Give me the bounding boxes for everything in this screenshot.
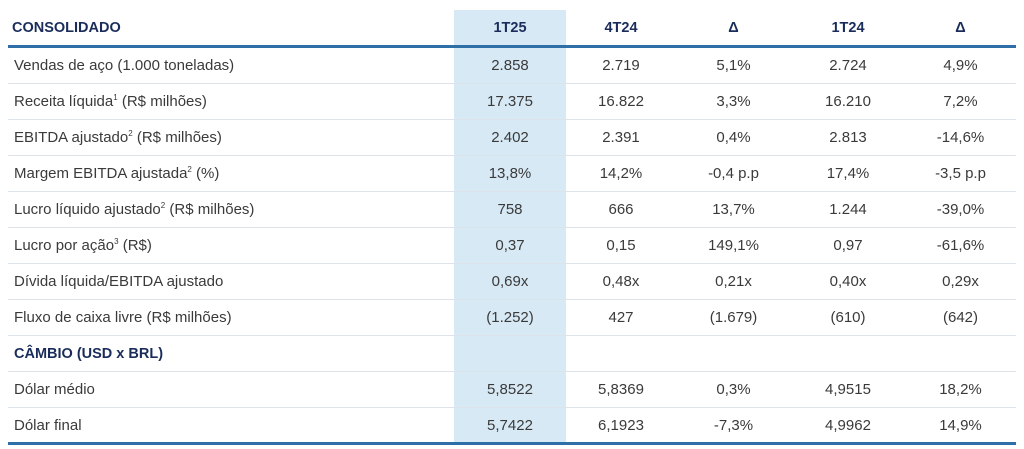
table-row: Dívida líquida/EBITDA ajustado 0,69x 0,4… [8, 263, 1016, 300]
cell-delta-quarter: 0,4% [676, 119, 791, 156]
cell-delta-year: -3,5 p.p [905, 155, 1016, 192]
row-label: Lucro por ação3 (R$) [8, 227, 454, 264]
cell-empty [905, 335, 1016, 372]
cell-1t25: 2.858 [454, 46, 566, 84]
cell-delta-year: -61,6% [905, 227, 1016, 264]
cell-delta-year: 4,9% [905, 46, 1016, 84]
cell-1t25: 17.375 [454, 83, 566, 120]
cell-delta-year: 0,29x [905, 263, 1016, 300]
cell-4t24: 0,48x [566, 263, 676, 300]
cell-1t25: 13,8% [454, 155, 566, 192]
row-label: Vendas de aço (1.000 toneladas) [8, 46, 454, 84]
table-row: Vendas de aço (1.000 toneladas) 2.858 2.… [8, 46, 1016, 84]
cell-delta-year: -14,6% [905, 119, 1016, 156]
header-consolidado: CONSOLIDADO [8, 10, 454, 48]
row-label: EBITDA ajustado2 (R$ milhões) [8, 119, 454, 156]
cell-delta-quarter: -0,4 p.p [676, 155, 791, 192]
header-delta-year: Δ [905, 10, 1016, 48]
cell-empty [676, 335, 791, 372]
table-row: Margem EBITDA ajustada2 (%) 13,8% 14,2% … [8, 155, 1016, 192]
row-label: Dólar médio [8, 371, 454, 408]
cell-delta-year: 18,2% [905, 371, 1016, 408]
table-row: Receita líquida1 (R$ milhões) 17.375 16.… [8, 83, 1016, 120]
row-label: Margem EBITDA ajustada2 (%) [8, 155, 454, 192]
row-label: Dívida líquida/EBITDA ajustado [8, 263, 454, 300]
table-header-row: CONSOLIDADO 1T25 4T24 Δ 1T24 Δ [8, 10, 1016, 48]
cell-4t24: 666 [566, 191, 676, 228]
cell-1t24: 0,40x [791, 263, 905, 300]
cell-4t24: 0,15 [566, 227, 676, 264]
cell-delta-quarter: 5,1% [676, 46, 791, 84]
cell-1t25: (1.252) [454, 299, 566, 336]
cell-1t24: (610) [791, 299, 905, 336]
cell-1t24: 1.244 [791, 191, 905, 228]
cell-delta-year: 14,9% [905, 407, 1016, 445]
cell-1t24: 2.813 [791, 119, 905, 156]
header-4t24: 4T24 [566, 10, 676, 48]
cell-1t24: 0,97 [791, 227, 905, 264]
cell-1t25: 5,7422 [454, 407, 566, 445]
header-delta-quarter: Δ [676, 10, 791, 48]
cell-4t24: 14,2% [566, 155, 676, 192]
cell-delta-quarter: 13,7% [676, 191, 791, 228]
consolidated-table: CONSOLIDADO 1T25 4T24 Δ 1T24 Δ Vendas de… [8, 10, 1016, 445]
table-row: Dólar final 5,7422 6,1923 -7,3% 4,9962 1… [8, 407, 1016, 445]
row-label: Fluxo de caixa livre (R$ milhões) [8, 299, 454, 336]
cell-empty [791, 335, 905, 372]
cell-1t25: 0,37 [454, 227, 566, 264]
row-label: Receita líquida1 (R$ milhões) [8, 83, 454, 120]
cell-4t24: 2.719 [566, 46, 676, 84]
cell-4t24: 2.391 [566, 119, 676, 156]
row-label: Lucro líquido ajustado2 (R$ milhões) [8, 191, 454, 228]
row-label: Dólar final [8, 407, 454, 445]
table-row: Lucro por ação3 (R$) 0,37 0,15 149,1% 0,… [8, 227, 1016, 264]
cell-1t24: 17,4% [791, 155, 905, 192]
table-row: EBITDA ajustado2 (R$ milhões) 2.402 2.39… [8, 119, 1016, 156]
cell-delta-quarter: 149,1% [676, 227, 791, 264]
cell-delta-quarter: (1.679) [676, 299, 791, 336]
header-1t25: 1T25 [454, 10, 566, 48]
cell-delta-quarter: 0,21x [676, 263, 791, 300]
cell-delta-year: -39,0% [905, 191, 1016, 228]
table-row: Lucro líquido ajustado2 (R$ milhões) 758… [8, 191, 1016, 228]
table-body: Vendas de aço (1.000 toneladas) 2.858 2.… [8, 46, 1016, 445]
cell-4t24: 16.822 [566, 83, 676, 120]
cell-1t24: 4,9515 [791, 371, 905, 408]
section-title: CÂMBIO (USD x BRL) [8, 335, 454, 372]
cell-delta-quarter: 0,3% [676, 371, 791, 408]
cell-1t24: 2.724 [791, 46, 905, 84]
cell-1t25: 2.402 [454, 119, 566, 156]
table-row: Fluxo de caixa livre (R$ milhões) (1.252… [8, 299, 1016, 336]
cell-delta-quarter: 3,3% [676, 83, 791, 120]
cell-delta-year: (642) [905, 299, 1016, 336]
cell-empty [566, 335, 676, 372]
cell-4t24: 427 [566, 299, 676, 336]
cell-delta-quarter: -7,3% [676, 407, 791, 445]
cell-1t24: 16.210 [791, 83, 905, 120]
table-row: Dólar médio 5,8522 5,8369 0,3% 4,9515 18… [8, 371, 1016, 408]
cell-1t25: 0,69x [454, 263, 566, 300]
cell-4t24: 5,8369 [566, 371, 676, 408]
section-row-cambio: CÂMBIO (USD x BRL) [8, 335, 1016, 372]
cell-1t25: 758 [454, 191, 566, 228]
cell-1t25 [454, 335, 566, 372]
cell-4t24: 6,1923 [566, 407, 676, 445]
cell-1t25: 5,8522 [454, 371, 566, 408]
header-1t24: 1T24 [791, 10, 905, 48]
cell-1t24: 4,9962 [791, 407, 905, 445]
cell-delta-year: 7,2% [905, 83, 1016, 120]
